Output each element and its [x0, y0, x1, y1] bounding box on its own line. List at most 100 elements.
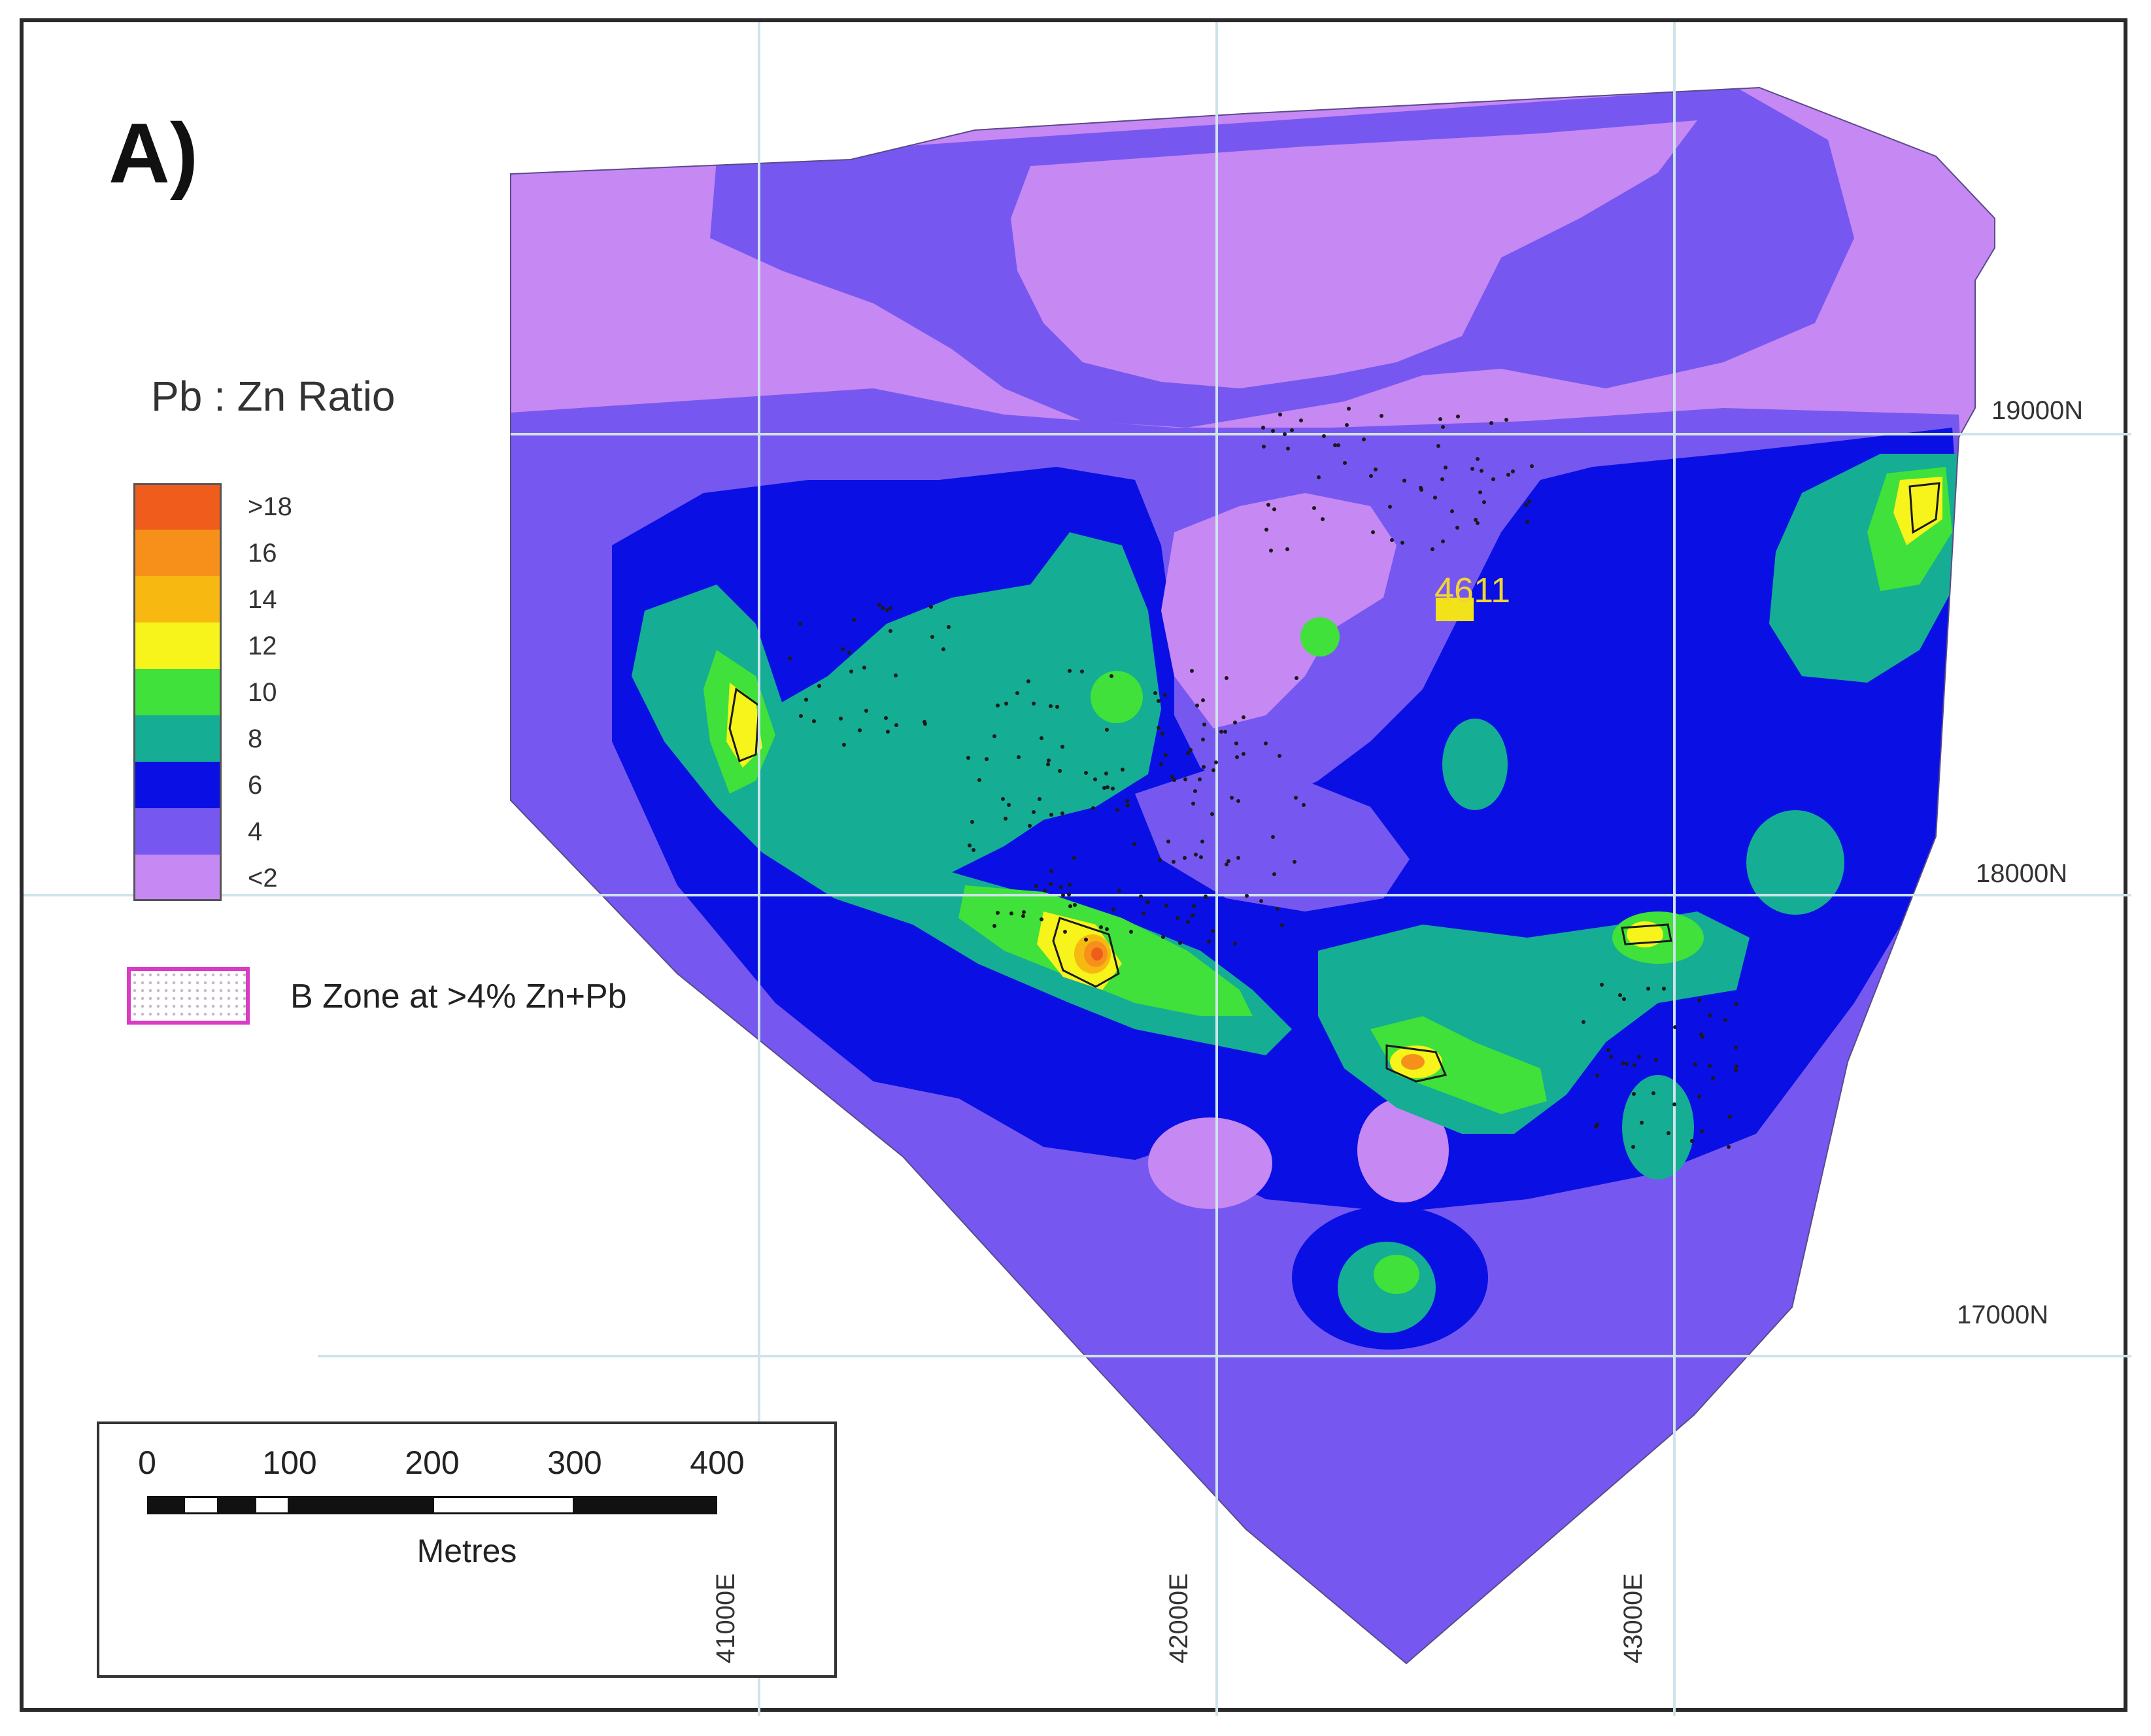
drill-hole-dot [1068, 669, 1072, 673]
drill-hole-dot [812, 719, 816, 723]
drill-hole-dot [1511, 469, 1515, 473]
drill-hole-dot [968, 843, 972, 847]
legend-label: 16 [248, 539, 277, 568]
drill-hole-dot [1040, 736, 1043, 740]
drill-hole-dot [1164, 904, 1168, 908]
drill-hole-dot [1026, 679, 1030, 683]
drill-hole-dot [1207, 940, 1211, 944]
drill-hole-dot [1333, 443, 1337, 447]
drill-hole-dot [996, 911, 1000, 915]
drill-hole-dot [1264, 528, 1268, 532]
drill-hole-dot [1072, 856, 1076, 860]
drill-hole-dot [841, 647, 845, 651]
contour-map [24, 22, 2131, 1716]
drill-hole-dot [1438, 417, 1442, 421]
drill-hole-dot [972, 848, 975, 852]
drill-hole-dot [1001, 797, 1005, 801]
b-zone-outline-east [1621, 923, 1672, 945]
drill-hole-dot [1172, 860, 1176, 864]
legend-swatch [133, 762, 222, 808]
drill-hole-dot [1028, 824, 1032, 828]
legend-row: 16 [133, 530, 277, 576]
drill-hole-dot [881, 606, 885, 610]
drill-hole-dot [1073, 903, 1077, 907]
drill-hole-dot [1049, 882, 1053, 886]
drill-hole-dot [1129, 930, 1133, 934]
drill-hole-dot [852, 618, 856, 622]
drill-hole-dot [1276, 907, 1279, 911]
b-zone-outline-peak [1052, 917, 1120, 988]
contour-fill [511, 88, 1995, 1663]
panel-label: A) [109, 105, 199, 201]
legend-swatch [133, 576, 222, 622]
b-zone-outlines [728, 482, 1940, 1083]
scale-tick-100: 100 [262, 1444, 317, 1481]
legend-row: 10 [133, 669, 277, 715]
drill-hole-dot [1672, 1102, 1676, 1106]
drill-hole-dot [1283, 432, 1287, 436]
drill-hole-dot [1219, 730, 1223, 734]
drill-hole-dot [1431, 547, 1434, 551]
b-zone-outline-north-east [1908, 482, 1940, 534]
drill-hole-dot [1043, 889, 1047, 893]
drill-hole-dot [1293, 860, 1296, 864]
drill-hole-dot [1139, 894, 1143, 898]
drill-hole-dot [1200, 840, 1204, 843]
drill-hole-dot [1402, 479, 1406, 483]
drill-hole-dot [1606, 1048, 1610, 1052]
drill-hole-dot [1525, 520, 1529, 524]
legend-swatch [133, 483, 222, 530]
drill-hole-dot [1390, 538, 1394, 542]
drill-hole-dot [1444, 466, 1448, 469]
drill-hole-dot [1595, 1074, 1599, 1078]
drill-hole-dot [1186, 920, 1190, 924]
drill-hole-dot [1317, 475, 1321, 479]
drill-hole-dot [1701, 1035, 1704, 1039]
drill-hole-dot [1117, 889, 1121, 893]
drill-hole-dot [1362, 437, 1366, 441]
drill-hole-dot [1111, 787, 1115, 791]
drill-hole-dot [1058, 769, 1062, 773]
drill-hole-dot [1272, 507, 1276, 511]
drill-hole-dot [1146, 900, 1150, 904]
scale-tick-200: 200 [405, 1444, 460, 1481]
drill-hole-dot [1104, 772, 1108, 775]
drill-hole-dot [1047, 758, 1051, 762]
drill-hole-dot [799, 714, 803, 718]
drill-hole-dot [804, 698, 808, 702]
drill-hole-dot [1004, 702, 1008, 706]
drill-hole-dot [1225, 862, 1228, 866]
drill-hole-dot [1022, 910, 1026, 914]
drill-hole-collars [788, 407, 1738, 1149]
drill-hole-dot [849, 670, 853, 673]
drill-hole-dot [1245, 894, 1249, 898]
contour-lt2-south-blob-2 [1357, 1098, 1449, 1202]
drill-hole-dot [1735, 1064, 1738, 1068]
drill-hole-dot [788, 656, 792, 660]
drill-hole-dot [1061, 893, 1065, 897]
drill-hole-dot [1489, 421, 1493, 425]
drill-hole-dot [1159, 762, 1163, 766]
contour-10-mid-west [1091, 671, 1143, 723]
drill-hole-dot [1115, 808, 1119, 812]
drill-hole-dot [1336, 443, 1340, 447]
drill-hole-dot [1734, 1068, 1738, 1072]
drill-hole-dot [1269, 549, 1273, 553]
drill-hole-dot [1225, 676, 1228, 680]
drill-hole-dot [1172, 778, 1176, 782]
drill-hole-dot [1157, 699, 1160, 703]
legend-title: Pb : Zn Ratio [151, 373, 396, 420]
drill-hole-dot [877, 603, 881, 607]
drill-hole-dot [1201, 698, 1205, 702]
drill-hole-dot [1068, 904, 1072, 908]
contour-4-central-patch [1135, 768, 1410, 911]
drill-hole-dot [1600, 983, 1604, 987]
scale-unit: Metres [416, 1533, 517, 1569]
drill-hole-dot [1637, 1055, 1641, 1059]
drill-hole-dot [1032, 702, 1036, 706]
drill-hole-dot [1211, 768, 1215, 772]
grid-label-17000n: 17000N [1957, 1301, 2049, 1329]
drill-hole-dot [847, 651, 851, 655]
drill-hole-dot [977, 778, 981, 782]
drill-hole-dot [1202, 765, 1206, 769]
